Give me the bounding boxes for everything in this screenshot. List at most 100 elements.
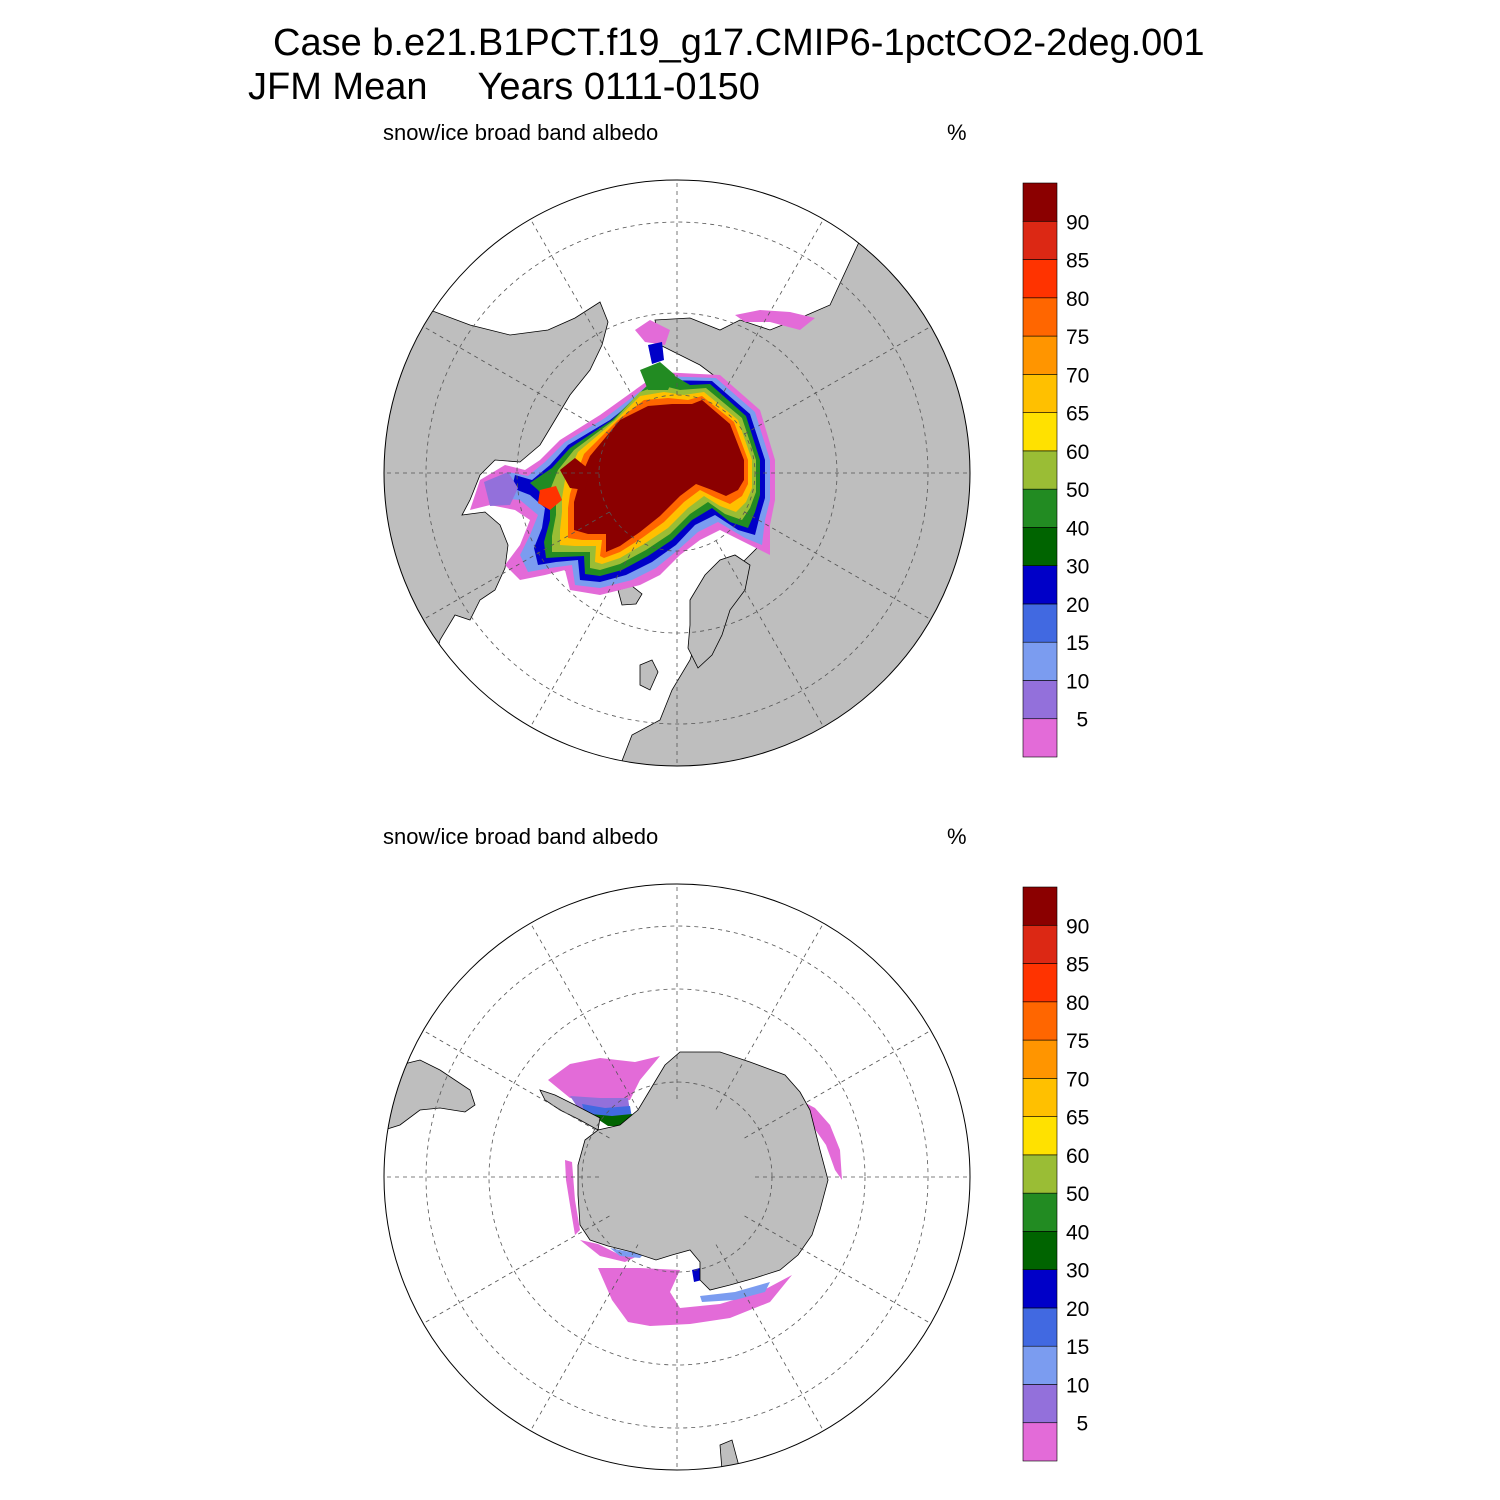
north-colorbar-tick-label: 50 xyxy=(1066,479,1089,502)
north-landmass-scandinavia xyxy=(687,554,751,669)
north-colorbar-swatch xyxy=(1022,603,1058,643)
north-landmass-north-america xyxy=(384,301,609,701)
south-polar-map xyxy=(383,883,971,1471)
north-colorbar-swatch xyxy=(1022,641,1058,681)
north-colorbar-tick-label: 15 xyxy=(1066,632,1089,655)
south-ice-ross-blue xyxy=(692,1268,702,1282)
south-colorbar-tick-label: 5 xyxy=(1066,1413,1088,1436)
north-panel-variable-label: snow/ice broad band albedo xyxy=(383,120,659,145)
south-colorbar-tick-label: 40 xyxy=(1066,1221,1089,1244)
meridian-line xyxy=(744,1215,938,1328)
south-colorbar-tick-label: 30 xyxy=(1066,1260,1089,1283)
north-colorbar-tick-label: 40 xyxy=(1066,517,1089,540)
north-colorbar-tick-label: 20 xyxy=(1066,594,1089,617)
south-ice-ross-sea xyxy=(598,1268,792,1326)
meridian-line xyxy=(526,540,639,734)
meridian-line xyxy=(416,1215,610,1328)
north-map-content xyxy=(384,180,970,766)
south-landmass-antarctic-peninsula xyxy=(539,1089,601,1131)
meridian-line xyxy=(416,1026,610,1139)
meridian-line xyxy=(715,540,828,734)
meridian-line xyxy=(715,1244,828,1438)
meridian-line xyxy=(744,511,938,624)
south-ice-amundsen-edge xyxy=(610,1248,645,1258)
south-landmass-south-america xyxy=(384,1059,476,1131)
south-colorbar-swatch xyxy=(1022,1078,1058,1117)
north-landmass-british-isles xyxy=(639,659,659,691)
south-colorbar-swatch xyxy=(1022,886,1058,926)
north-colorbar-tick-label: 10 xyxy=(1066,670,1089,693)
north-ice-hudson-strait xyxy=(484,472,518,506)
south-colorbar-swatch xyxy=(1022,1001,1058,1041)
south-colorbar-swatch xyxy=(1022,1422,1058,1462)
north-ice-okhotsk xyxy=(735,310,815,330)
meridian-line xyxy=(526,212,639,406)
north-colorbar-tick-label: 60 xyxy=(1066,441,1089,464)
north-colorbar-swatch xyxy=(1022,335,1058,375)
north-colorbar-tick-label: 90 xyxy=(1066,211,1089,234)
north-colorbar-swatch xyxy=(1022,680,1058,720)
south-ice-ross-edge xyxy=(700,1282,770,1302)
south-colorbar-swatch xyxy=(1022,1384,1058,1424)
south-colorbar-tick-label: 80 xyxy=(1066,992,1089,1015)
south-colorbar: 5 10 15 20 30 40 50 60 65 70 75 80 85 90 xyxy=(1022,886,1089,1462)
south-latitude-circle-2 xyxy=(488,988,866,1366)
north-colorbar-tick-label: 5 xyxy=(1066,709,1088,732)
south-ice-band-30 xyxy=(590,1114,632,1126)
south-colorbar-swatch xyxy=(1022,1231,1058,1270)
north-ice-chukchi-core xyxy=(640,362,675,390)
north-colorbar-swatch xyxy=(1022,450,1058,490)
south-colorbar-swatch xyxy=(1022,924,1058,964)
south-meridian-lines xyxy=(384,884,970,1470)
north-colorbar-swatch xyxy=(1022,374,1058,413)
south-colorbar-tick-label: 70 xyxy=(1066,1068,1089,1091)
south-colorbar-swatch xyxy=(1022,1269,1058,1309)
south-map-border xyxy=(383,883,971,1471)
south-colorbar-tick-label: 90 xyxy=(1066,915,1089,938)
title-years-label: Years 0111-0150 xyxy=(477,66,760,108)
north-ice-hudson-bay xyxy=(538,486,562,510)
south-landmass-antarctica xyxy=(577,1051,829,1291)
south-colorbar-swatch xyxy=(1022,1039,1058,1079)
meridian-line xyxy=(744,1026,938,1139)
north-colorbar-swatch xyxy=(1022,412,1058,452)
north-colorbar-swatch xyxy=(1022,259,1058,299)
north-colorbar-tick-label: 75 xyxy=(1066,326,1089,349)
meridian-line xyxy=(416,511,610,624)
north-colorbar-swatch xyxy=(1022,718,1058,758)
south-colorbar-swatch xyxy=(1022,1345,1058,1385)
north-colorbar-tick-label: 70 xyxy=(1066,364,1089,387)
north-colorbar-tick-label: 80 xyxy=(1066,288,1089,311)
north-ice-band-90plus xyxy=(574,400,744,552)
south-latitude-circle-1 xyxy=(425,925,929,1429)
south-colorbar-tick-label: 65 xyxy=(1066,1107,1089,1130)
south-map-content xyxy=(384,884,970,1470)
north-panel-units-label: % xyxy=(947,120,967,145)
south-panel-variable-label: snow/ice broad band albedo xyxy=(383,824,659,849)
north-colorbar-swatch xyxy=(1022,488,1058,528)
south-colorbar-tick-label: 20 xyxy=(1066,1298,1089,1321)
north-colorbar-swatch xyxy=(1022,297,1058,337)
meridian-line xyxy=(715,916,828,1110)
south-ice-band-5-weddell xyxy=(548,1056,660,1102)
north-meridian-lines xyxy=(384,180,970,766)
title-period-label: JFM Mean xyxy=(248,66,428,108)
north-map-border xyxy=(383,179,971,767)
meridian-line xyxy=(526,1244,639,1438)
north-colorbar-swatch xyxy=(1022,220,1058,260)
north-colorbar-tick-label: 30 xyxy=(1066,556,1089,579)
south-colorbar-tick-label: 50 xyxy=(1066,1183,1089,1206)
figure-title-case: Case b.e21.B1PCT.f19_g17.CMIP6-1pctCO2-2… xyxy=(273,22,1205,64)
south-colorbar-swatch xyxy=(1022,1154,1058,1194)
meridian-line xyxy=(715,212,828,406)
south-colorbar-tick-label: 10 xyxy=(1066,1374,1089,1397)
south-colorbar-swatch xyxy=(1022,1307,1058,1347)
north-colorbar: 5 10 15 20 30 40 50 60 65 70 75 80 85 90 xyxy=(1022,182,1089,758)
south-colorbar-tick-label: 15 xyxy=(1066,1336,1089,1359)
south-colorbar-tick-label: 60 xyxy=(1066,1145,1089,1168)
south-ice-west-coast xyxy=(565,1160,580,1235)
south-landmass-australia-edge xyxy=(719,1439,741,1470)
south-panel-units-label: % xyxy=(947,824,967,849)
south-colorbar-swatch xyxy=(1022,1116,1058,1156)
